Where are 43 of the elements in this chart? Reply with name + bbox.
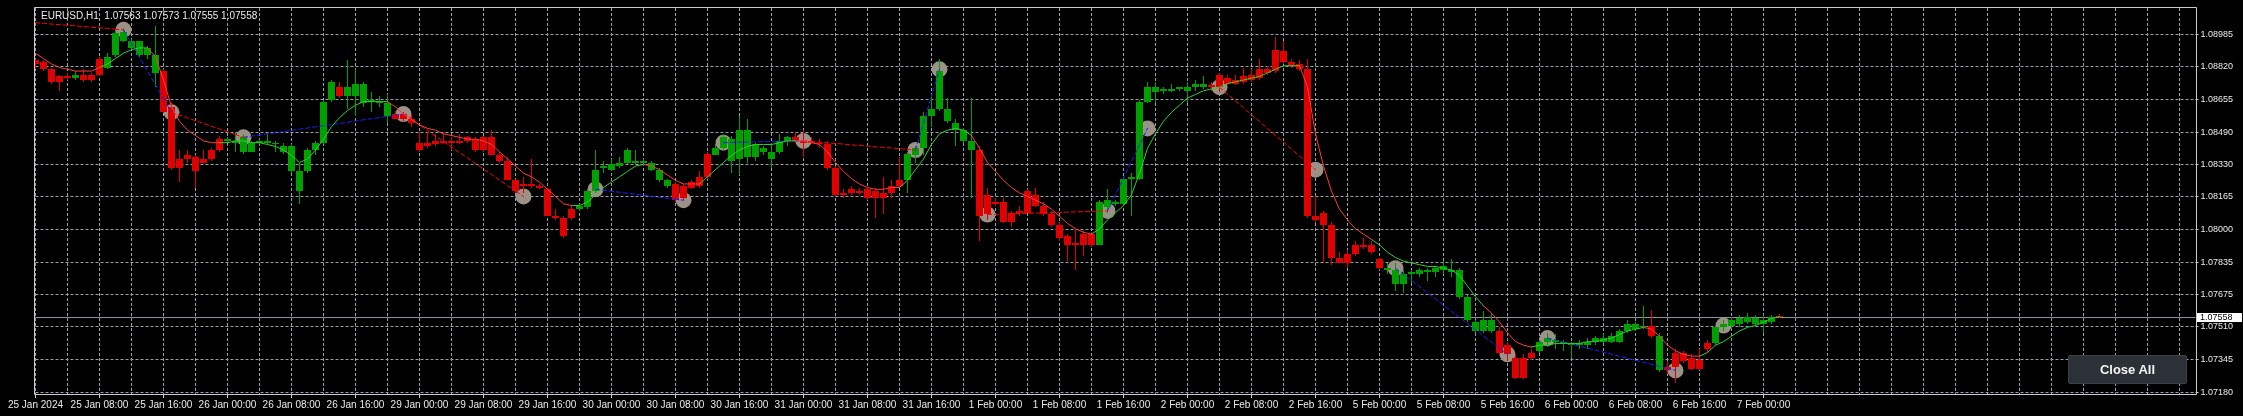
- x-tick-label: 29 Jan 08:00: [454, 398, 513, 410]
- x-tick-label: 26 Jan 08:00: [262, 398, 321, 410]
- x-tick-label: 2 Feb 08:00: [1224, 398, 1279, 410]
- x-tick-label: 7 Feb 00:00: [1736, 398, 1791, 410]
- x-tick-label: 1 Feb 08:00: [1032, 398, 1087, 410]
- ref-line-label: 1.07558: [2200, 312, 2233, 323]
- y-tick-label: 1.07180: [2200, 386, 2234, 397]
- x-tick-label: 5 Feb 16:00: [1480, 398, 1535, 410]
- y-tick-label: 1.08000: [2200, 224, 2234, 235]
- y-tick-label: 1.08655: [2200, 94, 2234, 105]
- x-tick-label: 30 Jan 00:00: [582, 398, 641, 410]
- y-tick-label: 1.08985: [2200, 28, 2234, 39]
- x-tick-label: 31 Jan 16:00: [902, 398, 961, 410]
- x-tick-label: 30 Jan 16:00: [710, 398, 769, 410]
- x-tick-label: 5 Feb 08:00: [1416, 398, 1471, 410]
- x-tick-label: 25 Jan 08:00: [70, 398, 129, 410]
- button: Close All: [2068, 355, 2187, 384]
- x-tick-label: 25 Jan 2024: [7, 398, 64, 410]
- x-tick-label: 2 Feb 00:00: [1160, 398, 1215, 410]
- x-tick-label: 25 Jan 16:00: [134, 398, 193, 410]
- y-tick-label: 1.07345: [2200, 353, 2234, 364]
- x-tick-label: 5 Feb 00:00: [1352, 398, 1407, 410]
- x-tick-label: 1 Feb 00:00: [968, 398, 1023, 410]
- x-tick-label: 26 Jan 16:00: [326, 398, 385, 410]
- y-tick-label: 1.07675: [2200, 288, 2234, 299]
- x-tick-label: 6 Feb 08:00: [1608, 398, 1663, 410]
- y-tick-label: 1.08330: [2200, 158, 2234, 169]
- chart-title: EURUSD,H1 1.07563 1.07573 1.07555 1.07558: [41, 10, 258, 21]
- x-tick-label: 6 Feb 00:00: [1544, 398, 1599, 410]
- x-tick-label: 31 Jan 08:00: [838, 398, 897, 410]
- y-tick-label: 1.07510: [2200, 321, 2234, 332]
- x-tick-label: 26 Jan 00:00: [198, 398, 257, 410]
- x-tick-label: 29 Jan 16:00: [518, 398, 577, 410]
- y-tick-label: 1.08165: [2200, 191, 2234, 202]
- x-tick-label: 30 Jan 08:00: [646, 398, 705, 410]
- x-tick-label: 2 Feb 16:00: [1288, 398, 1343, 410]
- y-tick-label: 1.08490: [2200, 126, 2234, 137]
- x-tick-label: 6 Feb 16:00: [1672, 398, 1727, 410]
- y-tick-label: 1.08820: [2200, 61, 2234, 72]
- x-tick-label: 1 Feb 16:00: [1096, 398, 1151, 410]
- x-tick-label: 31 Jan 00:00: [774, 398, 833, 410]
- x-tick-label: 29 Jan 00:00: [390, 398, 449, 410]
- y-tick-label: 1.07835: [2200, 256, 2234, 267]
